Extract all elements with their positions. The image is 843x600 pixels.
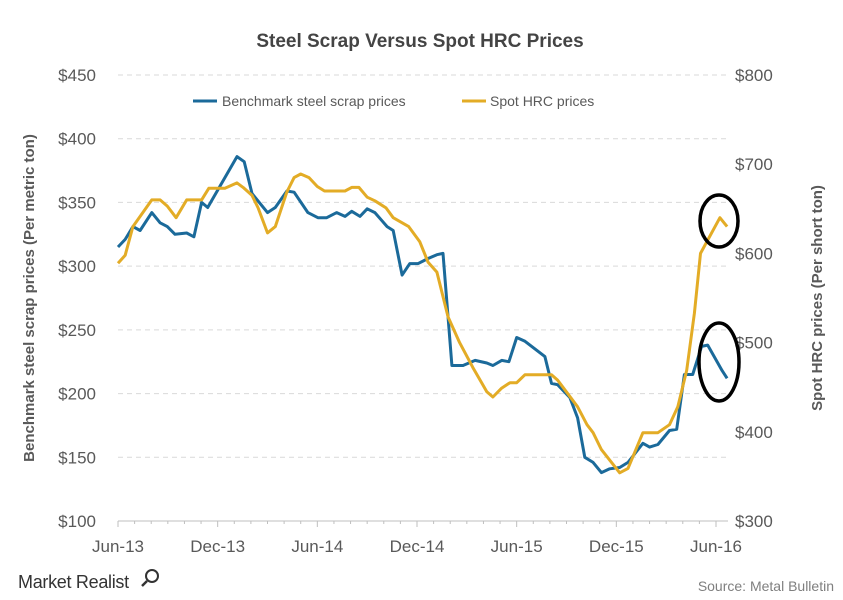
left-y-tick-label: $350 xyxy=(58,193,96,212)
x-tick-label: Jun-13 xyxy=(92,537,144,556)
chart-title: Steel Scrap Versus Spot HRC Prices xyxy=(256,31,583,52)
left-y-tick-label: $300 xyxy=(58,257,96,276)
x-tick-label: Dec-15 xyxy=(589,537,644,556)
gridlines xyxy=(118,74,728,458)
left-y-axis-label: Benchmark steel scrap prices (Per metric… xyxy=(21,134,38,462)
logo-text: Market Realist xyxy=(18,572,129,592)
legend-label-hrc: Spot HRC prices xyxy=(490,93,594,109)
left-y-axis: $100 $150 $200 $250 $300 $350 $400 $450 xyxy=(58,66,96,531)
left-y-tick-label: $100 xyxy=(58,512,96,531)
left-y-tick-label: $400 xyxy=(58,130,96,149)
right-y-tick-label: $400 xyxy=(735,423,773,442)
right-y-axis: $300 $400 $500 $600 $700 $800 xyxy=(735,66,773,531)
right-y-tick-label: $800 xyxy=(735,66,773,85)
left-y-tick-label: $200 xyxy=(58,385,96,404)
legend: Benchmark steel scrap prices Spot HRC pr… xyxy=(193,93,594,109)
annotation-ellipse-hrc xyxy=(698,193,740,249)
annotation-ellipse-scrap xyxy=(697,321,741,403)
x-tick-label: Dec-14 xyxy=(390,537,445,556)
x-tick-label: Jun-16 xyxy=(690,537,742,556)
x-tick-label: Jun-15 xyxy=(491,537,543,556)
market-realist-logo: Market Realist xyxy=(18,569,159,592)
right-y-tick-label: $600 xyxy=(735,244,773,263)
logo-magnifier-icon xyxy=(145,569,159,583)
right-y-axis-label: Spot HRC prices (Per short ton) xyxy=(809,185,826,411)
series-line-spot-hrc xyxy=(116,172,729,475)
right-y-tick-label: $700 xyxy=(735,155,773,174)
source-note: Source: Metal Bulletin xyxy=(698,578,834,594)
right-y-tick-label: $500 xyxy=(735,334,773,353)
right-y-tick-label: $300 xyxy=(735,512,773,531)
series-group xyxy=(116,155,729,475)
legend-label-scrap: Benchmark steel scrap prices xyxy=(222,93,406,109)
x-tick-label: Dec-13 xyxy=(190,537,245,556)
left-y-tick-label: $450 xyxy=(58,66,96,85)
x-axis: Jun-13 Dec-13 Jun-14 Dec-14 Jun-15 Dec-15 Jun-… xyxy=(92,520,742,556)
left-y-tick-label: $150 xyxy=(58,448,96,467)
x-tick-label: Jun-14 xyxy=(291,537,343,556)
left-y-tick-label: $250 xyxy=(58,321,96,340)
series-line-steel-scrap xyxy=(116,155,729,475)
